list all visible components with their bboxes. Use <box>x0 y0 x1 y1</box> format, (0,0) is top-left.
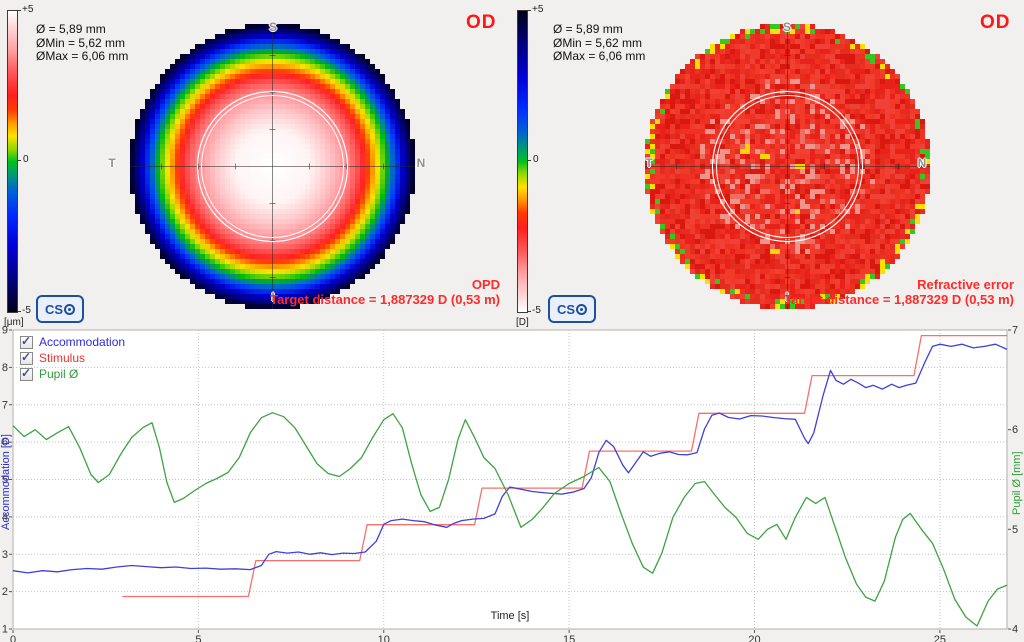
x-axis-title: Time [s] <box>490 610 530 622</box>
compass-inferior: I <box>785 290 789 304</box>
colorbar-tick <box>18 160 21 161</box>
opd-colorbar-mid: 0 <box>23 154 29 165</box>
legend-label: Pupil Ø <box>39 367 79 381</box>
svg-text:25: 25 <box>934 634 946 642</box>
compass-temporal: T <box>645 156 653 170</box>
opd-pupil-stats: Ø = 5,89 mm ØMin = 5,62 mm ØMax = 6,06 m… <box>36 22 129 64</box>
diameter-max-value: ØMax = 6,06 mm <box>36 49 129 63</box>
svg-text:5: 5 <box>2 474 8 486</box>
left-axis-title: Accommodation [D] <box>0 434 12 531</box>
right-axis-title: Pupil Ø [mm] <box>1011 451 1023 515</box>
opd-map-type-label: OPD <box>471 277 500 292</box>
colorbar-tick <box>528 10 531 11</box>
refractive-colorbar-max: +5 <box>532 4 544 15</box>
accommodation-checkbox[interactable] <box>20 334 33 349</box>
diameter-max-value: ØMax = 6,06 mm <box>553 49 646 63</box>
svg-text:5: 5 <box>195 634 201 642</box>
legend-label: Accommodation <box>39 335 126 349</box>
colorbar-tick <box>18 10 21 11</box>
compass-temporal: T <box>108 156 116 170</box>
opd-colorbar-min: -5 <box>22 305 31 316</box>
cso-logo-text: CS <box>44 301 64 317</box>
cso-logo: CS <box>36 295 84 323</box>
pupil-checkbox[interactable] <box>20 366 33 381</box>
svg-text:6: 6 <box>1012 424 1018 436</box>
opd-map <box>130 24 415 309</box>
compass-superior: S <box>268 20 277 34</box>
refractive-map <box>645 24 930 309</box>
opd-colorbar-max: +5 <box>22 4 34 15</box>
svg-text:1: 1 <box>2 624 8 636</box>
svg-text:7: 7 <box>1012 326 1018 337</box>
svg-text:8: 8 <box>2 362 8 374</box>
opd-colorbar <box>7 10 18 313</box>
refractive-target-distance: Target distance = 1,887329 D (0,53 m) <box>784 292 1014 307</box>
diameter-min-value: ØMin = 5,62 mm <box>36 35 126 50</box>
colorbar-tick <box>18 311 21 312</box>
svg-text:5: 5 <box>1012 524 1018 536</box>
stimulus-checkbox[interactable] <box>20 350 33 365</box>
cso-logo-eye-icon <box>64 303 76 315</box>
svg-text:9: 9 <box>2 326 8 337</box>
svg-text:4: 4 <box>2 511 8 523</box>
svg-text:20: 20 <box>748 634 760 642</box>
svg-text:3: 3 <box>2 549 8 561</box>
refractive-map-type-label: Refractive error <box>917 277 1014 292</box>
svg-text:6: 6 <box>2 437 8 449</box>
cso-logo-text: CS <box>556 301 576 317</box>
accommodation-time-chart: 9 8 7 6 5 4 3 2 1 7 6 5 4 0 5 10 15 20 25 <box>2 326 1018 642</box>
diameter-value: Ø = 5,89 mm <box>553 22 623 36</box>
legend-item-pupil: Pupil Ø <box>20 366 79 381</box>
refractive-colorbar-unit: [D] <box>516 317 529 328</box>
compass-nasal: N <box>416 156 426 170</box>
refractive-pupil-stats: Ø = 5,89 mm ØMin = 5,62 mm ØMax = 6,06 m… <box>553 22 646 64</box>
cso-logo-eye-icon <box>576 303 588 315</box>
svg-text:0: 0 <box>10 634 16 642</box>
opd-colorbar-unit: [μm] <box>4 317 24 328</box>
opd-target-distance: Target distance = 1,887329 D (0,53 m) <box>270 292 500 307</box>
legend-item-stimulus: Stimulus <box>20 350 86 365</box>
legend-label: Stimulus <box>39 351 86 365</box>
svg-text:4: 4 <box>1012 624 1018 636</box>
svg-text:10: 10 <box>378 634 390 642</box>
opd-eye-label: OD <box>466 12 497 33</box>
compass-nasal: N <box>917 156 927 170</box>
refractive-colorbar-mid: 0 <box>533 154 539 165</box>
refractive-colorbar <box>517 10 528 313</box>
compass-superior: S <box>782 20 791 34</box>
refractive-eye-label: OD <box>980 12 1011 33</box>
svg-text:7: 7 <box>2 399 8 411</box>
colorbar-tick <box>528 160 531 161</box>
diameter-value: Ø = 5,89 mm <box>36 22 106 36</box>
compass-inferior: I <box>271 290 275 304</box>
colorbar-tick <box>528 311 531 312</box>
refractive-colorbar-min: -5 <box>532 305 541 316</box>
legend-item-accommodation: Accommodation <box>20 334 126 349</box>
svg-text:2: 2 <box>2 586 8 598</box>
svg-text:15: 15 <box>563 634 575 642</box>
diameter-min-value: ØMin = 5,62 mm <box>553 35 643 50</box>
cso-logo: CS <box>548 295 596 323</box>
